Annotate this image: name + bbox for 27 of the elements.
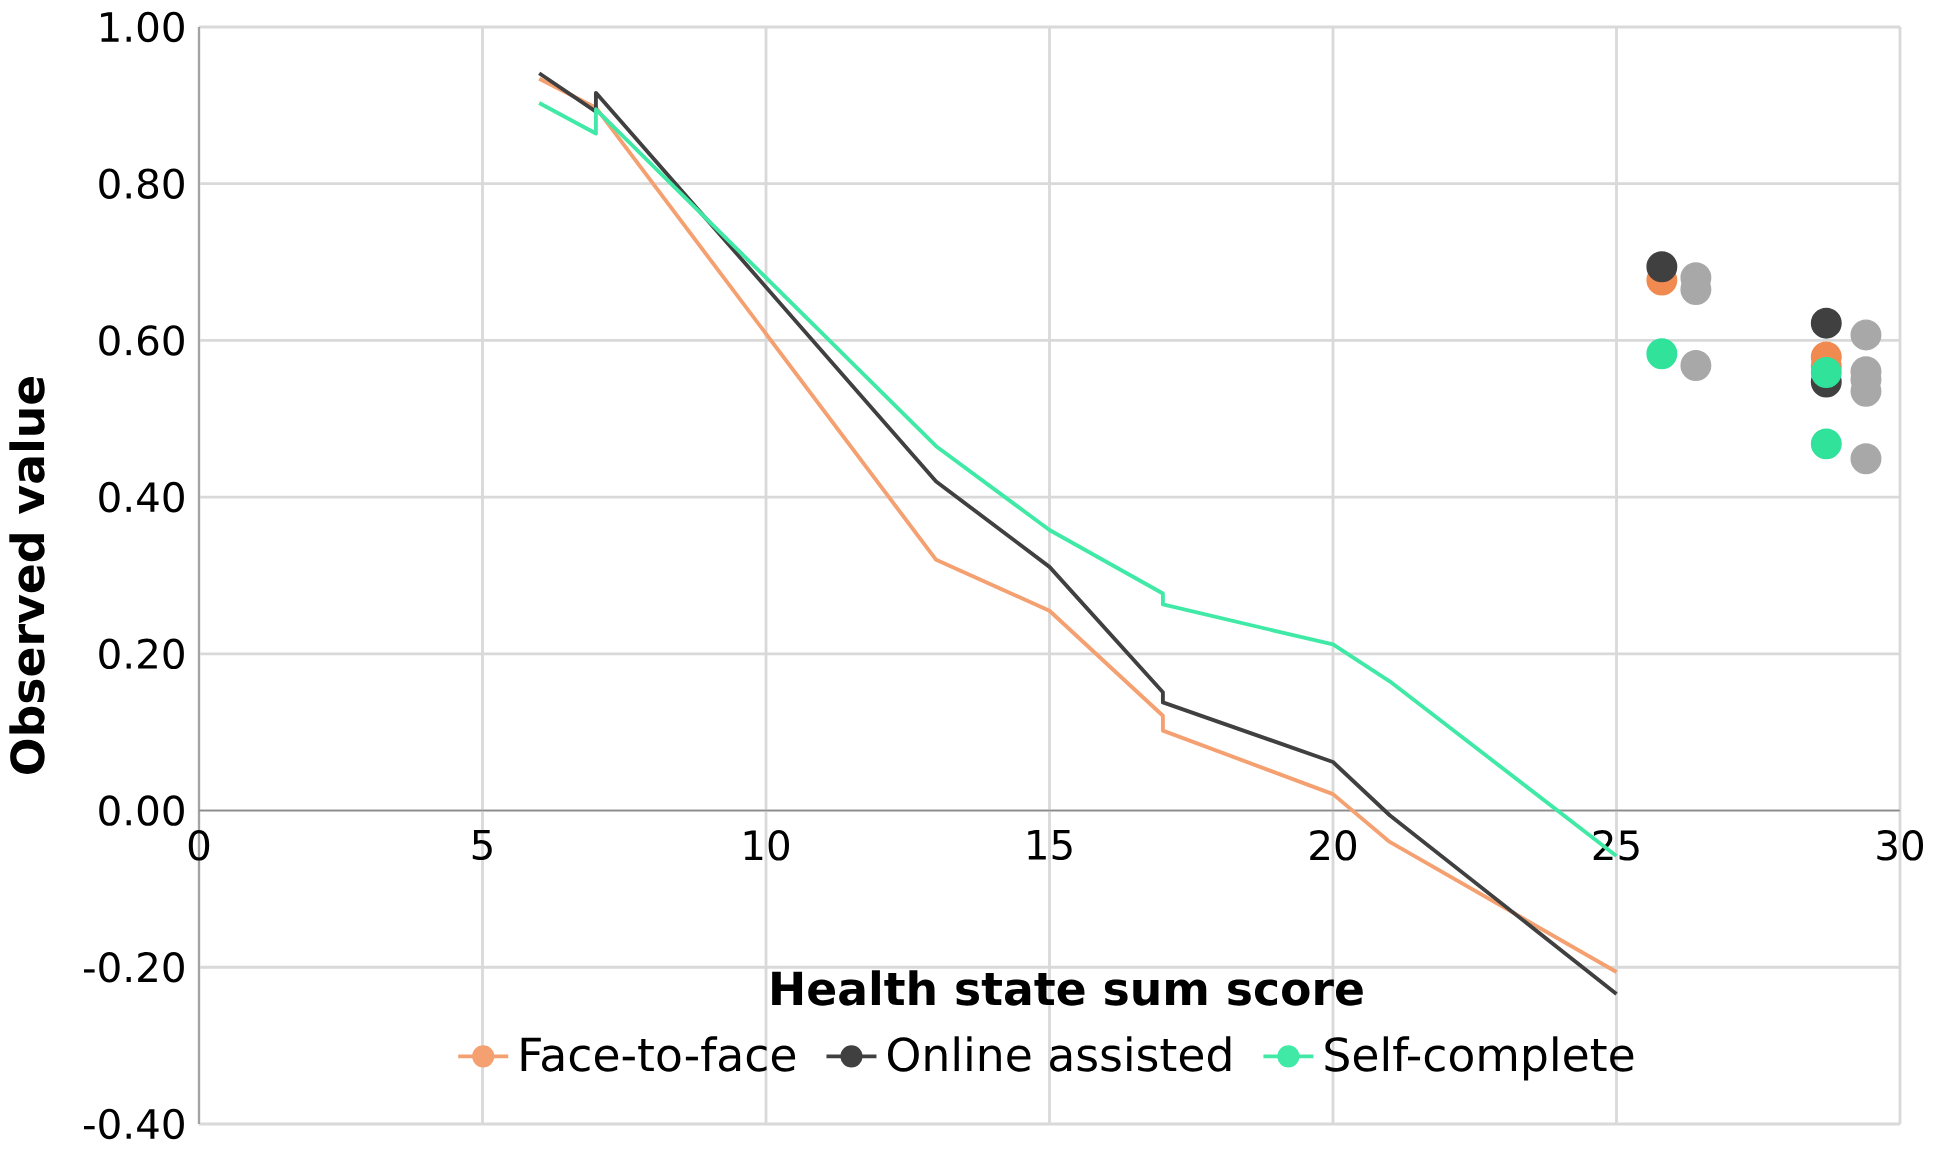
x-tick-label: 20 [1310,830,1357,861]
point [1810,307,1842,339]
y-tick-label: -0.20 [83,952,184,983]
x-tick-label: 15 [1028,830,1072,861]
y-tick-label: 0.80 [99,168,184,199]
point [1810,428,1842,460]
legend-label: Self-complete [1325,1036,1634,1081]
point [1850,319,1882,351]
x-tick-label: 10 [744,830,790,861]
x-tick-label: 5 [472,830,492,861]
x-tick-label: 0 [188,830,210,861]
legend-label: Online assisted [888,1036,1231,1072]
point [1850,443,1882,475]
y-tick-label: 0.60 [99,325,184,356]
point [1646,338,1678,370]
legend-label: Face-to-face [521,1036,796,1072]
point [1646,251,1678,283]
y-tick-label: 0.20 [99,638,184,670]
point [1680,350,1712,381]
y-axis-title: Observed value [9,376,45,774]
y-tick-label: 0.00 [99,795,184,826]
x-axis-title: Health state sum score [772,970,1363,1006]
point [1810,357,1842,389]
y-tick-label: -0.40 [83,1108,184,1140]
y-tick-label: 0.40 [99,481,184,513]
x-tick-label: 30 [1877,830,1924,861]
y-tick-label: 1.00 [101,11,184,43]
